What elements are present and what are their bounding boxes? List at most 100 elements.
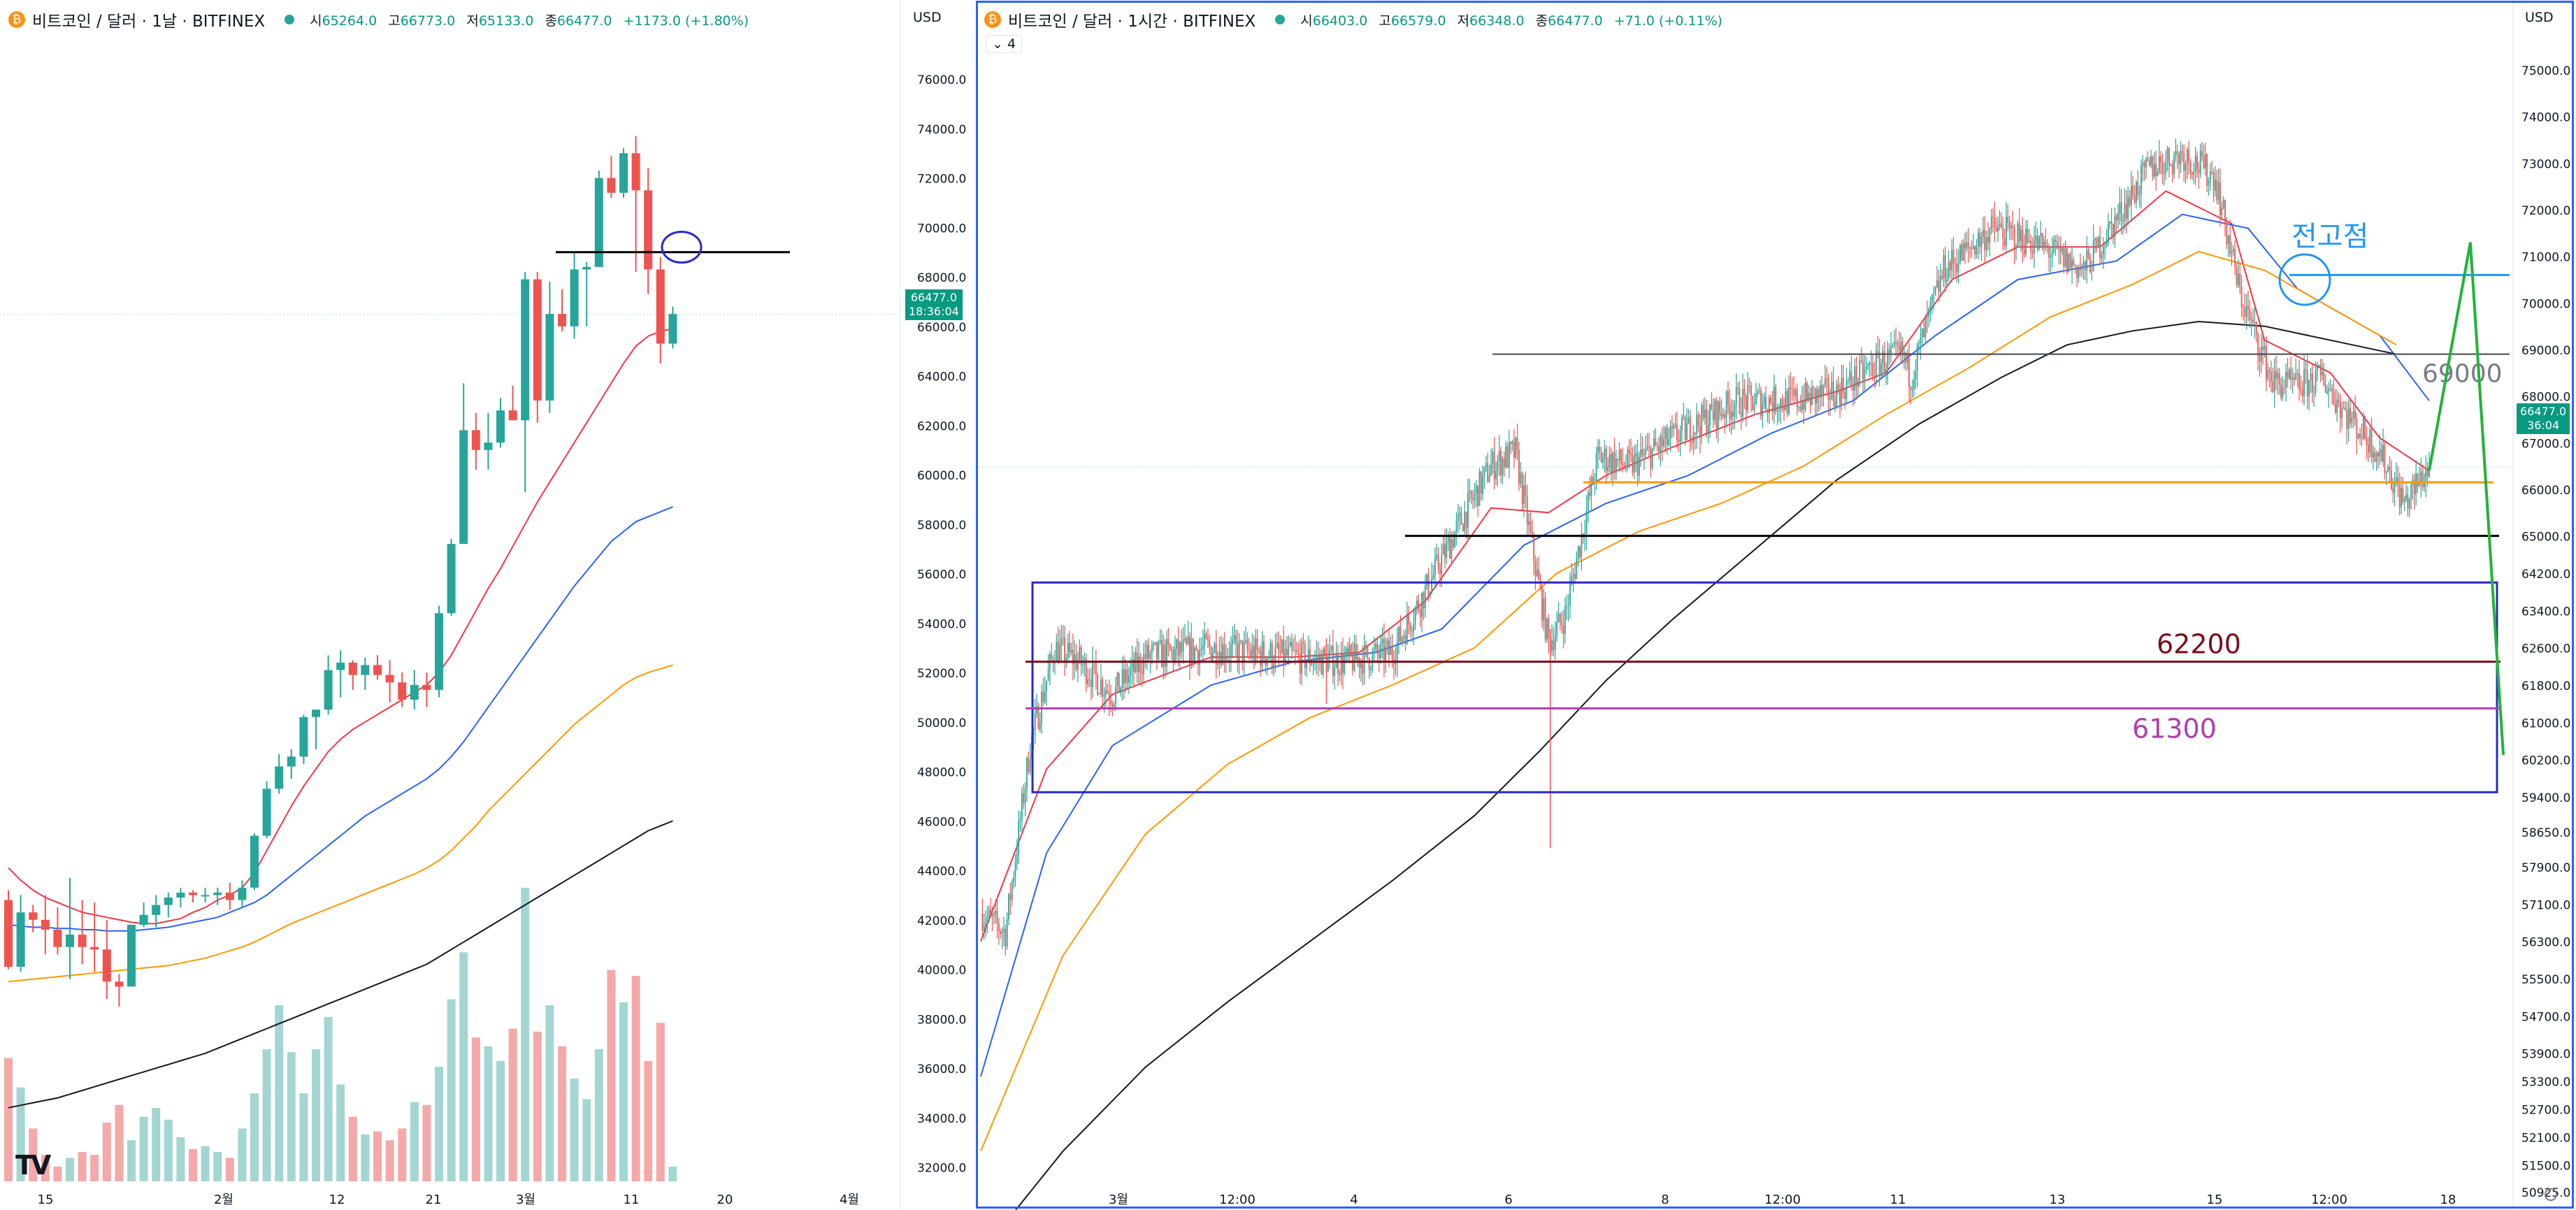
candle-body	[2013, 228, 2015, 250]
candle-body	[2278, 373, 2280, 385]
candle-body	[1607, 467, 1609, 472]
candle-body	[2424, 483, 2425, 488]
candle-body	[2370, 429, 2373, 458]
candle-body	[1452, 539, 1454, 548]
candle-body	[1730, 412, 1732, 419]
y-tick-label: 34000.0	[917, 1112, 966, 1126]
chart-symbol-title[interactable]: 비트코인 / 달러 · 1날 · BITFINEX	[32, 13, 266, 31]
label-previous-high: 전고점	[2291, 220, 2368, 252]
candle-body	[1783, 407, 1785, 410]
candle-body	[1026, 758, 1028, 788]
chart-symbol-title[interactable]: 비트코인 / 달러 · 1시간 · BITFINEX	[1008, 13, 1256, 31]
candle-body	[1671, 426, 1673, 429]
candle-body	[2125, 203, 2127, 219]
volume-bar	[398, 1128, 407, 1181]
candle-body	[1047, 669, 1049, 681]
candle-body	[1337, 654, 1339, 674]
indicators-toggle[interactable]: ⌄ 4	[986, 35, 1023, 53]
candle-body	[1918, 343, 1920, 345]
candle-body	[1457, 514, 1459, 521]
candle-body	[2061, 248, 2063, 252]
candle-body	[1102, 679, 1104, 697]
candle-body	[1454, 532, 1456, 548]
candle-body	[1169, 644, 1171, 651]
candle-body	[1633, 456, 1635, 473]
candle-body	[2392, 488, 2394, 494]
candle-body	[1923, 329, 1925, 338]
candle-body	[1794, 389, 1797, 396]
candle-body	[1743, 389, 1746, 396]
candle-body	[2122, 220, 2124, 222]
last-price-label: 66477.0 18:36:04	[905, 289, 963, 320]
candle-body	[1064, 638, 1065, 662]
daily-chart-panel[interactable]: 76000.0 74000.0 72000.0 70000.0 68000.0 66000…	[0, 0, 975, 1210]
candle-body	[1418, 600, 1420, 610]
candle-body	[1638, 456, 1640, 476]
candle-body	[1503, 458, 1505, 468]
breakdown-ellipse	[661, 231, 703, 264]
volume-bar	[435, 1067, 443, 1181]
moving-average-black	[8, 820, 673, 1109]
candle-body	[1790, 387, 1792, 389]
candle-body	[2237, 273, 2239, 285]
candle-body	[2007, 217, 2009, 223]
settings-icon[interactable]	[2545, 1188, 2557, 1201]
tradingview-logo[interactable]: TV	[15, 1150, 51, 1181]
candle-body	[1151, 645, 1153, 654]
candle-body	[2310, 373, 2312, 380]
candle-body	[1363, 644, 1365, 674]
y-tick-label: 56000.0	[917, 568, 966, 582]
volume-bar	[373, 1131, 382, 1181]
candle-body	[2038, 236, 2040, 249]
candle-body	[1223, 644, 1225, 661]
candle-body	[1057, 642, 1059, 663]
candle-body	[250, 835, 259, 888]
hourly-chart-panel[interactable]: 69000 전고점 62200 61300 75000.0 74000.0 73000.0 7…	[975, 0, 2576, 1210]
candle-body	[1852, 384, 1854, 391]
candle-body	[1365, 644, 1367, 647]
candle-body	[1747, 384, 1749, 411]
candle-body	[2283, 387, 2285, 389]
candle-body	[1612, 452, 1614, 473]
candle-body	[2101, 254, 2103, 259]
candle-body	[1065, 657, 1067, 662]
candle-body	[2020, 229, 2022, 242]
volume-bar	[558, 1046, 566, 1181]
candle-body	[1181, 642, 1183, 652]
y-tick-label: 62000.0	[917, 419, 966, 433]
candle-body	[201, 895, 210, 897]
volume-bar	[471, 1037, 480, 1181]
candle-body	[2369, 429, 2371, 453]
candle-body	[2308, 380, 2310, 396]
volume-bar	[16, 1087, 25, 1181]
candle-body	[1921, 329, 1923, 338]
candle-body	[2170, 164, 2172, 166]
candle-body	[1283, 640, 1285, 663]
candle-body	[1948, 262, 1950, 280]
candle-body	[1421, 593, 1423, 617]
candle-body	[1240, 640, 1242, 642]
candle-body	[2224, 199, 2226, 224]
candle-body	[1663, 439, 1665, 447]
volume-bar	[115, 1104, 124, 1181]
candle-body	[1301, 642, 1303, 674]
daily-chart-svg[interactable]: 76000.0 74000.0 72000.0 70000.0 68000.0 66000…	[0, 0, 975, 1210]
candle-body	[2142, 162, 2144, 166]
currency-selector[interactable]: USD	[2525, 10, 2554, 25]
candle-body	[1771, 403, 1773, 412]
candle-body	[2357, 433, 2359, 439]
candle-body	[2331, 388, 2333, 392]
candle-body	[1176, 639, 1178, 649]
hourly-chart-svg[interactable]: 69000 전고점 62200 61300 75000.0 74000.0 73000.0 7…	[975, 0, 2576, 1210]
currency-selector[interactable]: USD	[913, 10, 942, 25]
moving-average-red	[980, 190, 2430, 942]
candle-body	[1971, 248, 1973, 250]
candle-body	[1260, 651, 1262, 666]
candle-body	[1778, 410, 1780, 411]
candle-body	[1263, 641, 1265, 659]
candle-body	[1855, 366, 1857, 387]
candle-body	[1836, 384, 1838, 408]
candle-body	[53, 930, 62, 947]
candle-body	[1732, 412, 1734, 417]
candle-body	[1307, 649, 1309, 661]
